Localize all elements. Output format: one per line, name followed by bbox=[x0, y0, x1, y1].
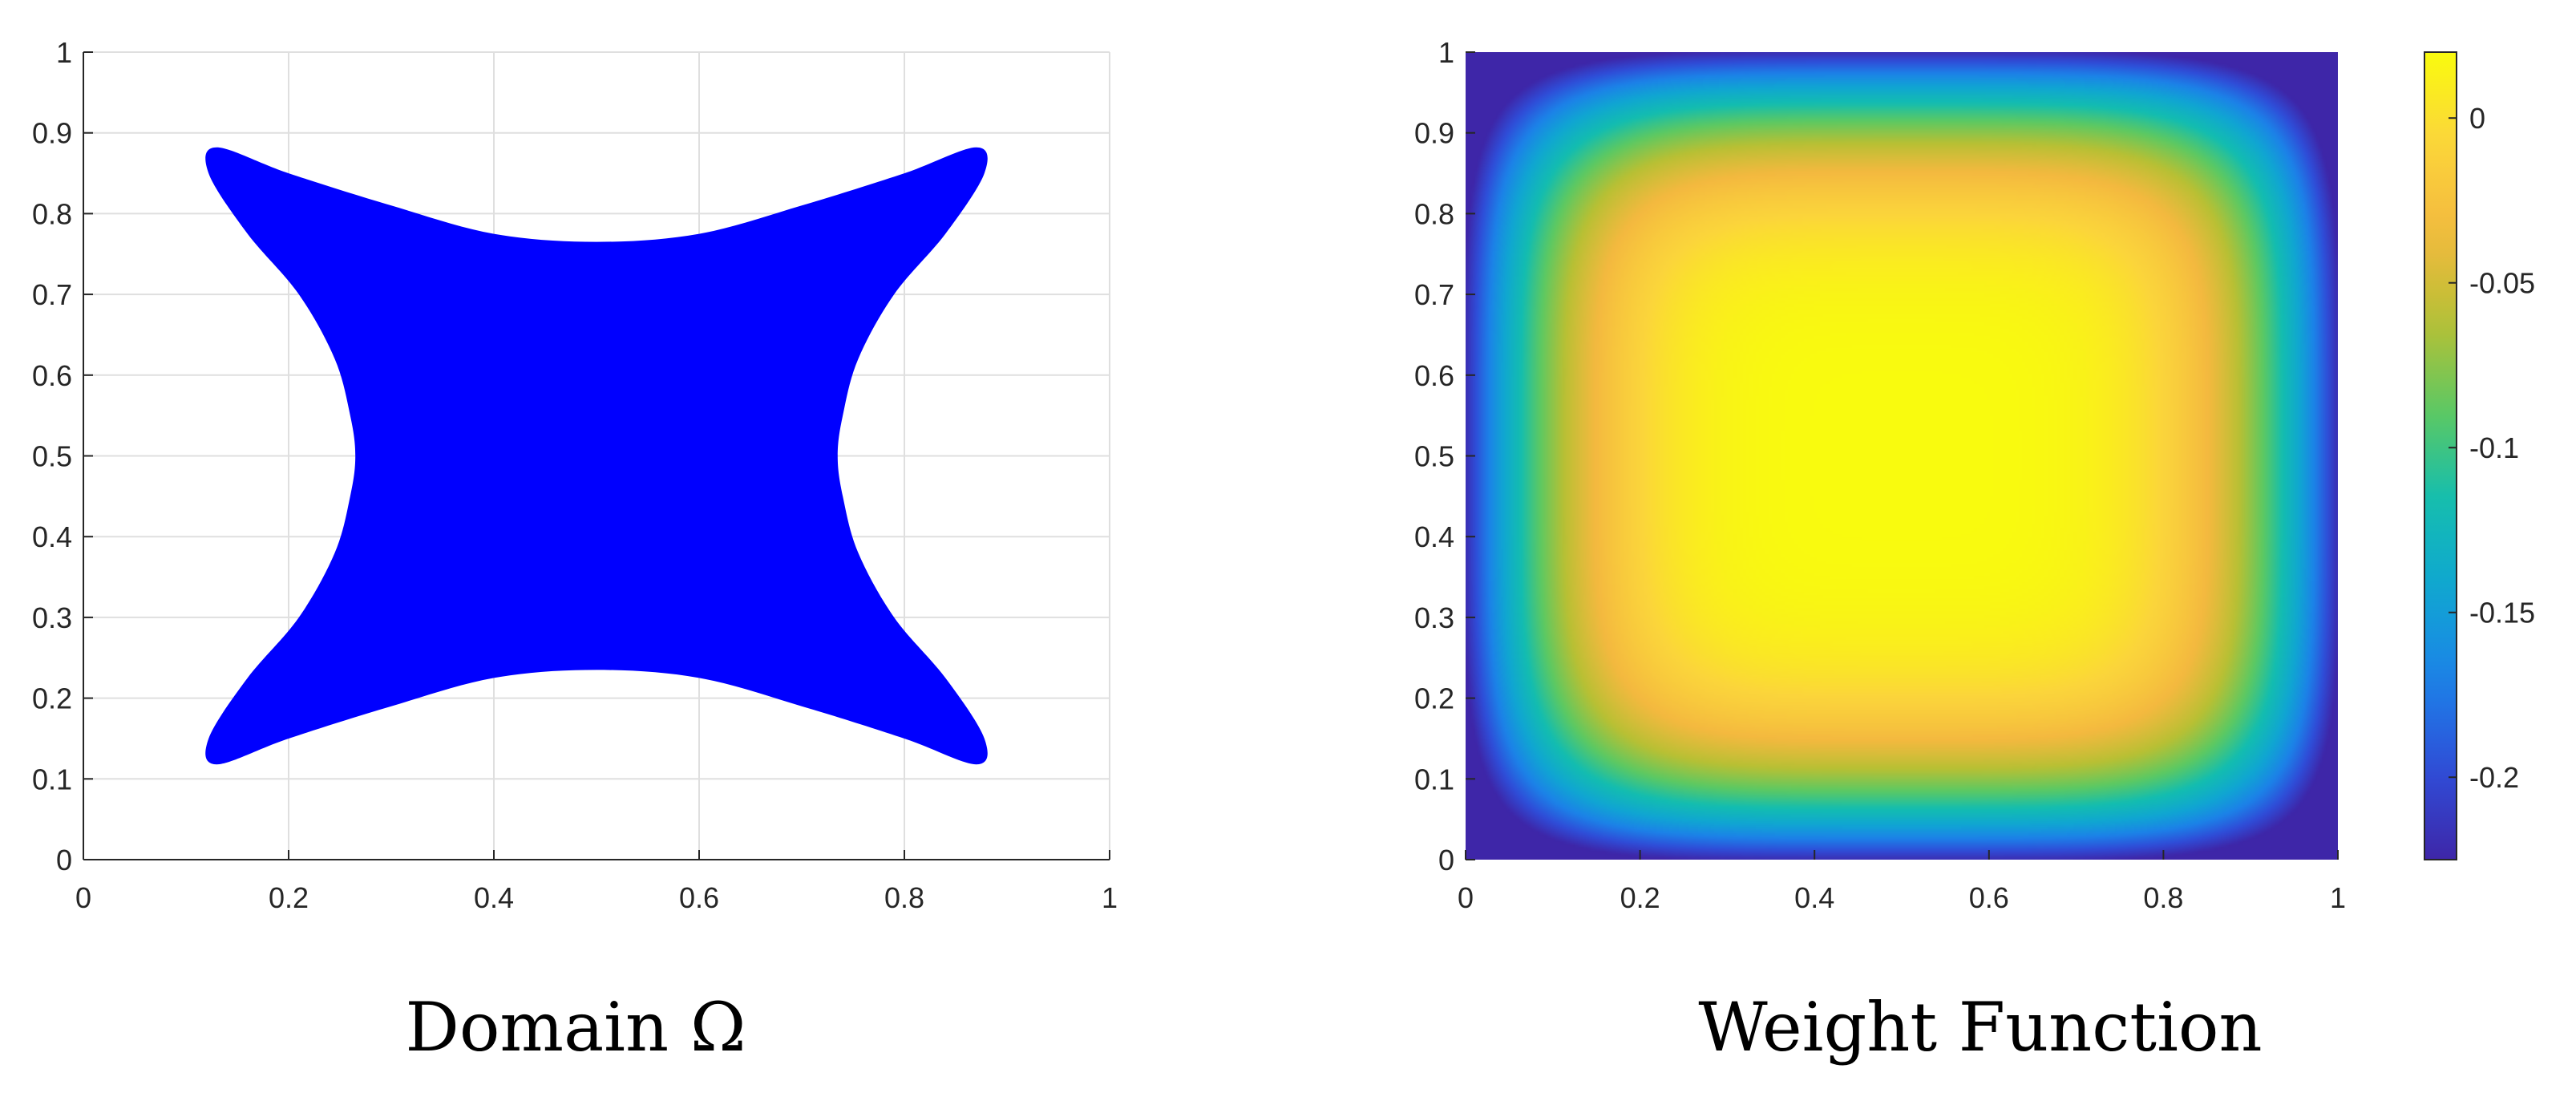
weight-heatmap bbox=[1466, 52, 2338, 860]
weight-x-tick-label: 0.4 bbox=[1794, 881, 1834, 914]
domain-y-tick-label: 0.8 bbox=[32, 197, 72, 230]
domain-x-tick-label: 0 bbox=[75, 881, 91, 914]
domain-y-tick-label: 1 bbox=[56, 36, 72, 69]
domain-y-tick-label: 0.6 bbox=[32, 359, 72, 392]
domain-y-tick-label: 0.5 bbox=[32, 440, 72, 473]
colorbar: 0 -0.05 -0.1 -0.15 -0.2 bbox=[2424, 51, 2535, 860]
weight-y-tick-label: 0.7 bbox=[1414, 278, 1454, 311]
weight-caption: Weight Function bbox=[1698, 988, 2262, 1067]
weight-x-tick-label: 0.6 bbox=[1969, 881, 2009, 914]
domain-y-ticks: 0 0.1 0.2 0.3 0.4 0.5 0.6 0.7 0.8 0.9 1 bbox=[32, 36, 93, 876]
weight-y-tick-label: 0.8 bbox=[1414, 197, 1454, 230]
domain-x-tick-label: 0.6 bbox=[679, 881, 719, 914]
domain-x-tick-label: 1 bbox=[1102, 881, 1118, 914]
colorbar-tick-label: 0 bbox=[2469, 102, 2485, 135]
weight-y-tick-label: 0.9 bbox=[1414, 117, 1454, 150]
domain-caption: Domain Ω bbox=[406, 988, 746, 1067]
domain-y-tick-label: 0.3 bbox=[32, 601, 72, 634]
weight-y-tick-label: 0.5 bbox=[1414, 440, 1454, 473]
domain-shape bbox=[205, 147, 988, 765]
domain-x-tick-label: 0.2 bbox=[269, 881, 309, 914]
domain-y-tick-label: 0.4 bbox=[32, 520, 72, 553]
weight-y-tick-label: 0.4 bbox=[1414, 520, 1454, 553]
weight-y-tick-label: 0.3 bbox=[1414, 601, 1454, 634]
domain-x-tick-label: 0.8 bbox=[884, 881, 924, 914]
colorbar-tick-label: -0.05 bbox=[2469, 267, 2535, 300]
colorbar-bar bbox=[2424, 51, 2457, 860]
colorbar-ticks: 0 -0.05 -0.1 -0.15 -0.2 bbox=[2449, 102, 2535, 794]
weight-x-ticks: 0 0.2 0.4 0.6 0.8 1 bbox=[1458, 850, 2346, 914]
colorbar-tick-label: -0.1 bbox=[2469, 431, 2519, 464]
weight-y-tick-label: 0.1 bbox=[1414, 763, 1454, 795]
weight-y-tick-label: 0.2 bbox=[1414, 682, 1454, 715]
weight-x-tick-label: 0 bbox=[1458, 881, 1474, 914]
domain-y-tick-label: 0.9 bbox=[32, 117, 72, 150]
weight-x-tick-label: 1 bbox=[2330, 881, 2346, 914]
weight-y-tick-label: 1 bbox=[1438, 36, 1454, 69]
colorbar-tick-label: -0.15 bbox=[2469, 597, 2535, 629]
domain-y-tick-label: 0.2 bbox=[32, 682, 72, 715]
weight-function-plot: 0 0.2 0.4 0.6 0.8 1 0 0.1 0.2 0.3 0.4 0.5 0.6 0.7 0.8… bbox=[1414, 36, 2346, 1067]
domain-x-ticks: 0 0.2 0.4 0.6 0.8 1 bbox=[75, 850, 1118, 914]
weight-x-tick-label: 0.8 bbox=[2143, 881, 2183, 914]
colorbar-tick-label: -0.2 bbox=[2469, 761, 2519, 794]
domain-x-tick-label: 0.4 bbox=[474, 881, 514, 914]
domain-y-tick-label: 0.1 bbox=[32, 763, 72, 795]
weight-y-tick-label: 0 bbox=[1438, 844, 1454, 876]
weight-y-tick-label: 0.6 bbox=[1414, 359, 1454, 392]
domain-plot: 0 0.2 0.4 0.6 0.8 1 0 0.1 0.2 0.3 0.4 0.5 0.6 0.7 0.8… bbox=[32, 36, 1118, 1067]
weight-x-tick-label: 0.2 bbox=[1620, 881, 1660, 914]
domain-y-tick-label: 0.7 bbox=[32, 278, 72, 311]
weight-y-ticks: 0 0.1 0.2 0.3 0.4 0.5 0.6 0.7 0.8 0.9 1 bbox=[1414, 36, 1475, 876]
domain-y-tick-label: 0 bbox=[56, 844, 72, 876]
